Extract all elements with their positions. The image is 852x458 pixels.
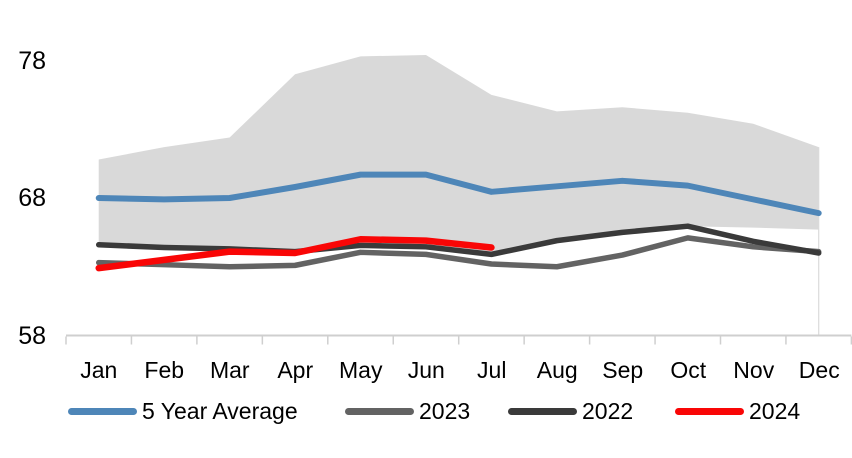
legend-label-2022: 2022 <box>582 398 634 424</box>
legend-label-2024: 2024 <box>749 398 801 424</box>
five-year-range-band <box>98 55 819 253</box>
x-axis-label-mar: Mar <box>209 357 250 383</box>
x-axis-labels: Jan Feb Mar Apr May Jun Jul Aug Sep Oct … <box>66 355 852 385</box>
series-line-2023 <box>95 235 822 270</box>
legend-item-5-year-average: 5 Year Average <box>68 394 298 428</box>
legend-item-2023: 2023 <box>345 394 470 428</box>
y-axis-tick-label-68: 68 <box>18 184 46 212</box>
legend: 5 Year Average 2023 2022 2024 <box>0 394 852 428</box>
series-line-2022 <box>95 223 822 258</box>
legend-swatch-2023 <box>345 407 414 415</box>
x-axis-label-oct: Oct <box>670 357 707 383</box>
legend-swatch-5-year-average <box>68 407 137 415</box>
x-axis-label-nov: Nov <box>733 357 775 383</box>
legend-label-2023: 2023 <box>419 398 471 424</box>
legend-swatch-2024 <box>675 407 744 415</box>
legend-item-2022: 2022 <box>508 394 633 428</box>
y-axis-tick-label-58: 58 <box>18 321 46 350</box>
x-axis-label-sep: Sep <box>602 357 644 383</box>
x-axis-label-may: May <box>339 357 383 383</box>
x-axis-label-dec: Dec <box>798 357 840 383</box>
legend-label-5-year-average: 5 Year Average <box>142 398 298 424</box>
y-axis-tick-label-78: 78 <box>18 46 46 75</box>
x-axis-label-feb: Feb <box>144 357 185 383</box>
x-axis-label-jun: Jun <box>407 357 445 383</box>
legend-item-2024: 2024 <box>675 394 800 428</box>
x-axis-label-aug: Aug <box>536 357 578 383</box>
series-line-5-year-average <box>95 171 822 217</box>
series-line-2024 <box>95 236 495 272</box>
legend-swatch-2022 <box>508 407 577 415</box>
x-axis-label-jan: Jan <box>80 357 118 383</box>
x-axis-label-jul: Jul <box>477 357 507 383</box>
x-axis-label-apr: Apr <box>277 357 314 383</box>
